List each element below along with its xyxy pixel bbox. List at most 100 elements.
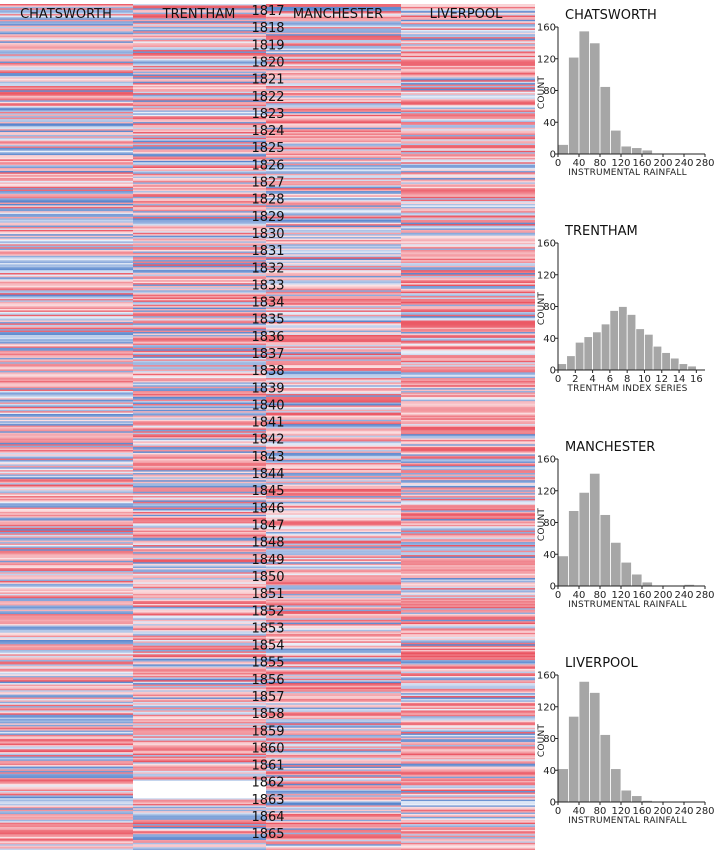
stripe-row — [133, 805, 266, 808]
stripe-row — [0, 693, 133, 696]
stripe-row — [266, 150, 401, 153]
stripe-row — [401, 416, 535, 419]
stripe-row — [0, 96, 133, 98]
stripe-row — [0, 273, 133, 275]
stripe-row — [266, 116, 401, 119]
stripe-row — [266, 301, 401, 304]
stripe-row — [266, 425, 401, 428]
stripe-row — [0, 560, 133, 563]
histogram-bar — [599, 86, 611, 155]
stripe-row — [401, 828, 535, 831]
stripe-row — [401, 684, 535, 687]
stripe-row — [266, 18, 401, 21]
stripe-row — [0, 224, 133, 226]
stripe-row — [0, 188, 133, 190]
stripe-row — [266, 557, 401, 560]
stripe-row — [401, 244, 535, 247]
stripe-row — [133, 278, 266, 281]
stripe-row — [401, 720, 535, 723]
stripe-row — [133, 169, 266, 172]
stripe-row — [133, 304, 266, 307]
stripe-row — [0, 159, 133, 162]
stripe-row — [0, 652, 133, 655]
stripe-row — [133, 150, 266, 153]
stripe-row — [266, 667, 401, 670]
stripe-row — [133, 783, 266, 786]
stripe-row — [133, 215, 266, 218]
stripe-row — [266, 160, 401, 163]
stripe-row — [0, 765, 133, 767]
stripe-row — [266, 406, 401, 409]
stripe-row — [133, 624, 266, 626]
year-label: 1859 — [251, 724, 284, 739]
stripe-row — [133, 842, 266, 845]
stripe-row — [266, 376, 401, 379]
stripe-row — [266, 671, 401, 674]
stripe-row — [0, 238, 133, 241]
stripe-row — [0, 179, 133, 182]
stripe-row — [401, 690, 535, 693]
stripe-row — [266, 215, 401, 218]
stripe-row — [133, 19, 266, 22]
stripe-row — [133, 536, 266, 539]
stripe-row — [266, 52, 401, 55]
stripe-row — [0, 425, 133, 428]
stripe-row — [266, 792, 401, 795]
stripe-row — [401, 86, 535, 88]
year-label: 1840 — [251, 398, 284, 413]
x-tick-label: 80 — [594, 590, 607, 601]
stripe-row — [133, 785, 266, 788]
stripe-row — [0, 478, 133, 481]
stripe-row — [266, 311, 401, 314]
stripe-row — [0, 743, 133, 746]
stripe-row — [133, 809, 266, 812]
stripe-row — [266, 87, 401, 90]
stripe-row — [133, 145, 266, 147]
stripe-row — [401, 192, 535, 195]
stripe-row — [401, 132, 535, 134]
stripe-row — [0, 822, 133, 825]
stripe-row — [266, 588, 401, 590]
stripe-row — [266, 662, 401, 665]
stripe-row — [133, 792, 266, 795]
stripe-row — [401, 32, 535, 35]
stripe-row — [0, 363, 133, 366]
stripe-row — [266, 697, 401, 700]
stripe-row — [401, 225, 535, 228]
stripe-row — [0, 460, 133, 462]
stripe-row — [266, 593, 401, 596]
histogram-bar — [589, 42, 601, 155]
y-tick-label: 40 — [543, 118, 556, 129]
stripe-row — [401, 133, 535, 136]
stripe-row — [401, 147, 535, 150]
stripe-row — [133, 818, 266, 821]
stripe-row — [0, 252, 133, 255]
stripe-row — [401, 255, 535, 258]
year-label: 1836 — [251, 330, 284, 345]
stripe-row — [133, 300, 266, 303]
stripe-row — [0, 150, 133, 153]
stripe-row — [401, 110, 535, 113]
stripe-row — [0, 789, 133, 792]
stripe-row — [401, 553, 535, 556]
stripe-row — [401, 490, 535, 493]
stripe-row — [0, 416, 133, 419]
stripe-row — [266, 568, 401, 570]
stripe-row — [133, 767, 266, 770]
x-axis-label: INSTRUMENTAL RAINFALL — [568, 168, 687, 178]
stripe-row — [266, 583, 401, 586]
stripe-row — [266, 442, 401, 445]
histogram-bar — [600, 323, 611, 371]
stripe-row — [133, 770, 266, 773]
stripe-row — [133, 504, 266, 507]
stripe-row — [133, 595, 266, 598]
stripe-row — [401, 668, 535, 671]
stripe-row — [266, 274, 401, 277]
stripe-row — [0, 428, 133, 431]
histogram-bar — [610, 541, 622, 587]
stripe-row — [401, 447, 535, 449]
stripe-row — [266, 523, 401, 526]
stripe-row — [266, 779, 401, 782]
stripe-row — [401, 550, 535, 553]
year-label: 1858 — [251, 707, 284, 722]
